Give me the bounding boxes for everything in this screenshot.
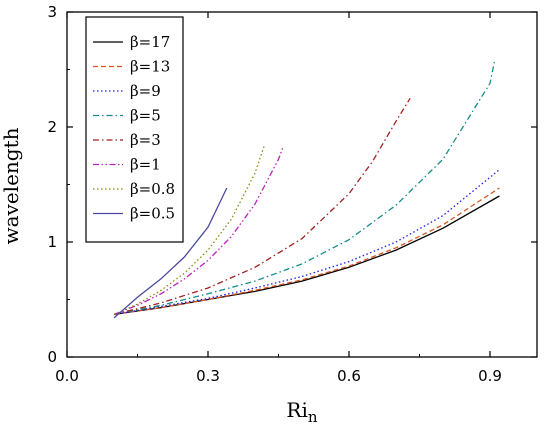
- y-tick-label: 0: [47, 348, 57, 366]
- legend-box: [85, 16, 184, 243]
- series-line-6: [113, 145, 266, 315]
- y-tick-label: 2: [47, 118, 57, 136]
- plot-lines: [113, 60, 500, 319]
- legend-label-4: β=3: [130, 131, 161, 149]
- x-axis-title: Rin: [286, 398, 317, 426]
- legend-label-1: β=13: [130, 58, 170, 76]
- x-axis-title-main: Ri: [286, 398, 307, 422]
- x-axis-title-subscript: n: [308, 408, 318, 426]
- legend-label-3: β=5: [130, 107, 161, 125]
- legend-label-0: β=17: [130, 33, 170, 51]
- series-line-7: [113, 187, 228, 319]
- tick-labels: 0.0 0.3 0.6 0.9 0 1 2 3: [47, 3, 501, 385]
- x-tick-label: 0.9: [478, 367, 502, 385]
- legend-label-5: β=1: [130, 156, 161, 174]
- y-tick-label: 3: [47, 3, 57, 21]
- y-tick-label: 1: [47, 233, 57, 251]
- x-tick-label: 0.3: [196, 367, 220, 385]
- legend-label-2: β=9: [130, 82, 161, 100]
- legend: β=17 β=13 β=9 β=5 β=3 β=1 β=0.8 β=0.5: [85, 16, 184, 243]
- x-tick-label: 0.6: [337, 367, 361, 385]
- series-line-5: [113, 146, 284, 316]
- series-line-0: [113, 195, 500, 316]
- series-line-4: [113, 97, 411, 316]
- axis-ticks: [66, 11, 537, 358]
- series-line-3: [113, 60, 496, 316]
- y-axis-title: wavelength: [0, 127, 23, 244]
- series-line-2: [113, 169, 500, 316]
- legend-label-7: β=0.5: [130, 205, 175, 223]
- x-tick-label: 0.0: [55, 367, 79, 385]
- legend-label-6: β=0.8: [130, 180, 175, 198]
